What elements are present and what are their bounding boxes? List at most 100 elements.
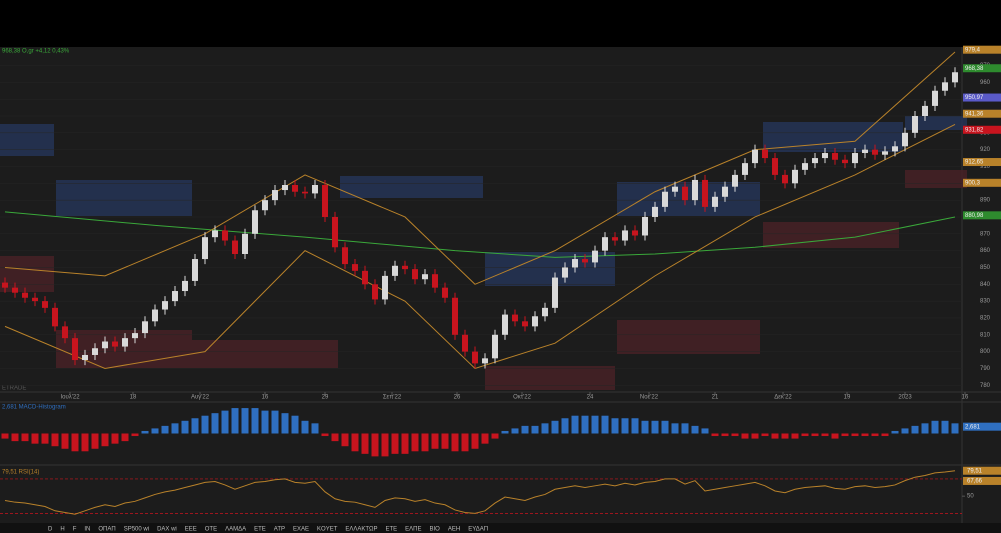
hist-bar bbox=[471, 433, 479, 449]
candle-body bbox=[372, 284, 378, 300]
toolbar-item[interactable]: ΟΠΑΠ bbox=[98, 527, 115, 533]
candle-body bbox=[632, 230, 638, 236]
hist-bar bbox=[171, 423, 179, 434]
candle-body bbox=[42, 301, 48, 308]
hist-bar bbox=[861, 433, 869, 437]
candle-body bbox=[752, 149, 758, 164]
candle-body bbox=[412, 269, 418, 280]
toolbar-item[interactable]: ΕΛΠΕ bbox=[405, 527, 421, 533]
x-tick-label: Δεκ'22 bbox=[774, 395, 792, 401]
candle-body bbox=[302, 191, 308, 194]
hist-bar bbox=[611, 418, 619, 434]
hist-bar bbox=[781, 433, 789, 439]
candle-body bbox=[862, 149, 868, 154]
hist-bar bbox=[441, 433, 449, 449]
toolbar-item[interactable]: ΛΑΜΔΑ bbox=[225, 527, 246, 533]
candle-body bbox=[212, 230, 218, 238]
toolbar-item[interactable]: SP500 wi bbox=[124, 527, 149, 533]
candle-body bbox=[612, 237, 618, 241]
toolbar-item[interactable]: F bbox=[73, 527, 77, 533]
toolbar-item[interactable]: ΕΥΔΑΠ bbox=[468, 527, 488, 533]
candle-body bbox=[242, 233, 248, 254]
candle-body bbox=[12, 287, 18, 293]
candle-body bbox=[562, 267, 568, 278]
hist-bar bbox=[731, 433, 739, 437]
candle-body bbox=[912, 116, 918, 133]
candle-body bbox=[542, 307, 548, 317]
toolbar-item[interactable]: AEH bbox=[448, 527, 460, 533]
hist-bar bbox=[361, 433, 369, 454]
candle-body bbox=[602, 237, 608, 251]
y-tick-label: 79,51 bbox=[967, 468, 983, 474]
candle-body bbox=[732, 174, 738, 187]
x-tick-label: 24 bbox=[587, 395, 594, 401]
hist-bar bbox=[481, 433, 489, 444]
toolbar-item[interactable]: IN bbox=[84, 527, 90, 533]
toolbar-item[interactable]: DAX wi bbox=[157, 527, 177, 533]
hist-bar bbox=[371, 433, 379, 457]
candle-body bbox=[382, 275, 388, 300]
hist-bar bbox=[41, 433, 49, 444]
candle-body bbox=[712, 196, 718, 207]
x-tick-label: 26 bbox=[454, 395, 461, 401]
toolbar-item[interactable]: ETE bbox=[385, 527, 397, 533]
y-tick-label: 910 bbox=[980, 164, 991, 170]
candle-body bbox=[552, 277, 558, 308]
hist-bar bbox=[141, 430, 149, 434]
hist-bar bbox=[511, 428, 519, 434]
candle-body bbox=[522, 321, 528, 327]
candle-body bbox=[672, 186, 678, 192]
candle-body bbox=[782, 174, 788, 184]
hist-bar bbox=[231, 408, 239, 434]
hist-bar bbox=[91, 433, 99, 449]
candle-body bbox=[62, 326, 68, 339]
hist-bar bbox=[291, 415, 299, 434]
hist-bar bbox=[831, 433, 839, 439]
hist-bar bbox=[301, 420, 309, 434]
hist-bar bbox=[381, 433, 389, 457]
hist-bar bbox=[31, 433, 39, 444]
toolbar-item[interactable]: ETE bbox=[254, 527, 266, 533]
toolbar-item[interactable]: EXAE bbox=[293, 527, 309, 533]
zone bbox=[485, 366, 615, 390]
toolbar-item[interactable]: EEE bbox=[185, 527, 197, 533]
hist-bar bbox=[111, 433, 119, 444]
candle-body bbox=[162, 301, 168, 310]
hist-bar bbox=[811, 433, 819, 437]
toolbar-item[interactable]: KOYET bbox=[317, 527, 338, 533]
hist-bar bbox=[821, 433, 829, 437]
hist-bar bbox=[531, 425, 539, 434]
candle-body bbox=[792, 169, 798, 184]
hist-bar bbox=[701, 428, 709, 434]
toolbar-item[interactable]: ATP bbox=[274, 527, 285, 533]
y-tick-label: 67,66 bbox=[967, 479, 983, 485]
zone bbox=[56, 180, 192, 216]
price-tag bbox=[963, 45, 1001, 54]
candle-body bbox=[352, 264, 358, 271]
candle-body bbox=[462, 334, 468, 352]
hist-bar bbox=[541, 423, 549, 434]
toolbar-item[interactable]: ΕΛΛΑΚΤΩΡ bbox=[345, 527, 377, 533]
price-tag bbox=[963, 211, 1001, 220]
hist-bar bbox=[341, 433, 349, 447]
hist-bar bbox=[591, 415, 599, 434]
toolbar-item[interactable]: D bbox=[48, 527, 53, 533]
hist-bar bbox=[521, 425, 529, 434]
x-tick-label: Νοε'22 bbox=[640, 395, 659, 401]
x-tick-label: Οκτ'22 bbox=[513, 395, 532, 401]
toolbar-item[interactable]: OTE bbox=[205, 527, 217, 533]
toolbar-item[interactable]: BIO bbox=[430, 527, 441, 533]
y-tick-label: 840 bbox=[980, 282, 991, 288]
candle-body bbox=[852, 153, 858, 164]
hist-bar bbox=[931, 420, 939, 434]
hist-bar bbox=[151, 428, 159, 434]
candle-body bbox=[642, 216, 648, 236]
toolbar-item[interactable]: H bbox=[60, 527, 64, 533]
macd-title: 2,681 MACD-Histogram bbox=[2, 405, 66, 411]
price-label: 912,65 bbox=[965, 160, 984, 166]
candle-body bbox=[942, 82, 948, 91]
price-label: 880,98 bbox=[965, 213, 984, 219]
candle-body bbox=[922, 105, 928, 116]
candle-body bbox=[592, 250, 598, 263]
candle-body bbox=[902, 132, 908, 147]
